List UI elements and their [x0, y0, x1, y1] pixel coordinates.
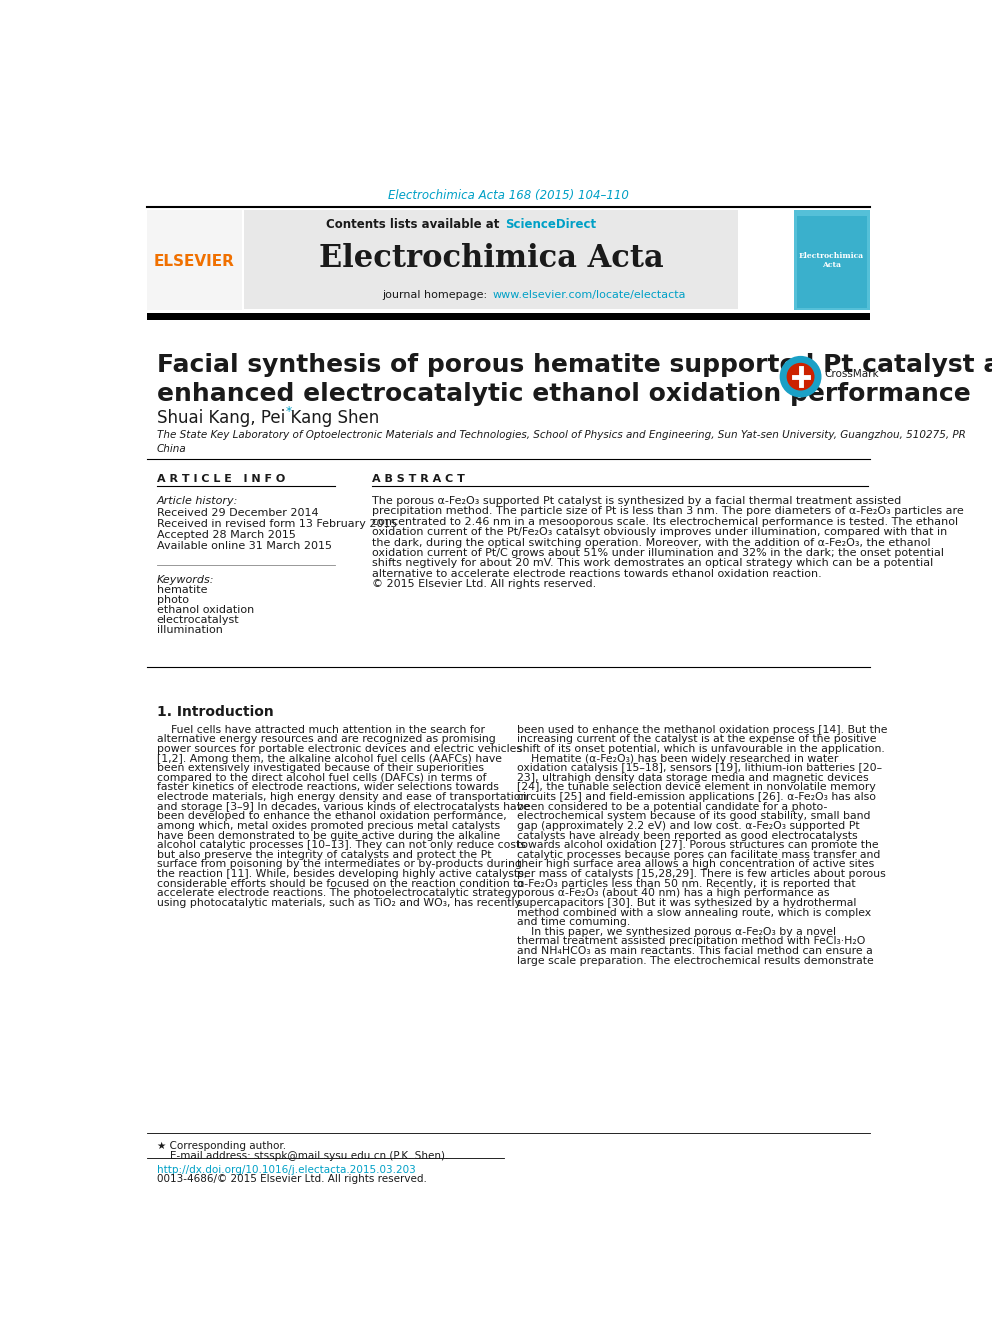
- Text: © 2015 Elsevier Ltd. All rights reserved.: © 2015 Elsevier Ltd. All rights reserved…: [372, 579, 596, 589]
- Text: E-mail address: stsspk@mail.sysu.edu.cn (P.K. Shen).: E-mail address: stsspk@mail.sysu.edu.cn …: [157, 1151, 448, 1160]
- Text: supercapacitors [30]. But it was sythesized by a hydrothermal: supercapacitors [30]. But it was sythesi…: [517, 898, 856, 908]
- Text: ★ Corresponding author.: ★ Corresponding author.: [157, 1140, 286, 1151]
- Text: been extensively investigated because of their superiorities: been extensively investigated because of…: [157, 763, 483, 773]
- Text: The porous α-Fe₂O₃ supported Pt catalyst is synthesized by a facial thermal trea: The porous α-Fe₂O₃ supported Pt catalyst…: [372, 496, 902, 505]
- Text: 0013-4686/© 2015 Elsevier Ltd. All rights reserved.: 0013-4686/© 2015 Elsevier Ltd. All right…: [157, 1174, 427, 1184]
- Text: 23], ultrahigh density data storage media and magnetic devices: 23], ultrahigh density data storage medi…: [517, 773, 869, 783]
- Text: Hematite (α-Fe₂O₃) has been widely researched in water: Hematite (α-Fe₂O₃) has been widely resea…: [517, 754, 838, 763]
- Text: accelerate electrode reactions. The photoelectrocatalytic strategy: accelerate electrode reactions. The phot…: [157, 888, 517, 898]
- Text: oxidation catalysis [15–18], sensors [19], lithium-ion batteries [20–: oxidation catalysis [15–18], sensors [19…: [517, 763, 882, 773]
- Text: alternative to accelerate electrode reactions towards ethanol oxidation reaction: alternative to accelerate electrode reac…: [372, 569, 821, 578]
- Text: Fuel cells have attracted much attention in the search for: Fuel cells have attracted much attention…: [157, 725, 484, 734]
- Text: α-Fe₂O₃ particles less than 50 nm. Recently, it is reported that: α-Fe₂O₃ particles less than 50 nm. Recen…: [517, 878, 855, 889]
- Text: Accepted 28 March 2015: Accepted 28 March 2015: [157, 531, 296, 540]
- Text: oxidation current of the Pt/Fe₂O₃ catalsyt obviously improves under illumination: oxidation current of the Pt/Fe₂O₃ catals…: [372, 527, 947, 537]
- Text: concentrated to 2.46 nm in a mesooporous scale. Its electrochemical performance : concentrated to 2.46 nm in a mesooporous…: [372, 517, 958, 527]
- Text: increasing current of the catalyst is at the expense of the positive: increasing current of the catalyst is at…: [517, 734, 876, 745]
- Text: A B S T R A C T: A B S T R A C T: [372, 475, 465, 484]
- Text: power sources for portable electronic devices and electric vehicles: power sources for portable electronic de…: [157, 744, 522, 754]
- Text: http://dx.doi.org/10.1016/j.electacta.2015.03.203: http://dx.doi.org/10.1016/j.electacta.20…: [157, 1166, 416, 1175]
- Text: precipitation method. The particle size of Pt is less than 3 nm. The pore diamet: precipitation method. The particle size …: [372, 507, 964, 516]
- Text: circuits [25] and field-emission applications [26]. α-Fe₂O₃ has also: circuits [25] and field-emission applica…: [517, 792, 876, 802]
- Text: considerable efforts should be focused on the reaction condition to: considerable efforts should be focused o…: [157, 878, 524, 889]
- Text: shift of its onset potential, which is unfavourable in the application.: shift of its onset potential, which is u…: [517, 744, 885, 754]
- Text: Available online 31 March 2015: Available online 31 March 2015: [157, 541, 331, 550]
- Text: *: *: [286, 405, 293, 418]
- Text: photo: photo: [157, 595, 188, 606]
- Text: oxidation current of Pt/C grows about 51% under illumination and 32% in the dark: oxidation current of Pt/C grows about 51…: [372, 548, 944, 558]
- Circle shape: [780, 356, 821, 397]
- Text: shifts negtively for about 20 mV. This work demostrates an optical strategy whic: shifts negtively for about 20 mV. This w…: [372, 558, 933, 569]
- Text: and storage [3–9] In decades, various kinds of electrocatalysts have: and storage [3–9] In decades, various ki…: [157, 802, 530, 812]
- Text: towards alcohol oxidation [27]. Porous structures can promote the: towards alcohol oxidation [27]. Porous s…: [517, 840, 879, 851]
- Circle shape: [787, 363, 814, 390]
- Text: surface from poisoning by the intermediates or by-products during: surface from poisoning by the intermedia…: [157, 860, 522, 869]
- Text: been developed to enhance the ethanol oxidation performance,: been developed to enhance the ethanol ox…: [157, 811, 506, 822]
- Text: their high surface area allows a high concentration of active sites: their high surface area allows a high co…: [517, 860, 874, 869]
- Text: Facial synthesis of porous hematite supported Pt catalyst and its photo
enhanced: Facial synthesis of porous hematite supp…: [157, 353, 992, 406]
- Text: Received 29 December 2014: Received 29 December 2014: [157, 508, 318, 519]
- Text: ethanol oxidation: ethanol oxidation: [157, 606, 254, 615]
- Text: Contents lists available at: Contents lists available at: [326, 218, 504, 230]
- Text: per mass of catalysts [15,28,29]. There is few articles about porous: per mass of catalysts [15,28,29]. There …: [517, 869, 886, 878]
- Text: gap (approximately 2.2 eV) and low cost. α-Fe₂O₃ supported Pt: gap (approximately 2.2 eV) and low cost.…: [517, 822, 859, 831]
- Text: been considered to be a potential candidate for a photo-: been considered to be a potential candid…: [517, 802, 827, 812]
- Text: the dark, during the optical switching operation. Moreover, with the addition of: the dark, during the optical switching o…: [372, 537, 930, 548]
- Text: among which, metal oxides promoted precious metal catalysts: among which, metal oxides promoted preci…: [157, 822, 500, 831]
- Text: have been demonstrated to be quite active during the alkaline: have been demonstrated to be quite activ…: [157, 831, 500, 840]
- Text: electrochemical system because of its good stability, small band: electrochemical system because of its go…: [517, 811, 870, 822]
- Text: porous α-Fe₂O₃ (about 40 nm) has a high performance as: porous α-Fe₂O₃ (about 40 nm) has a high …: [517, 888, 829, 898]
- Text: compared to the direct alcohol fuel cells (DAFCs) in terms of: compared to the direct alcohol fuel cell…: [157, 773, 486, 783]
- Text: catalytic processes because pores can facilitate mass transfer and: catalytic processes because pores can fa…: [517, 849, 880, 860]
- Text: A R T I C L E   I N F O: A R T I C L E I N F O: [157, 475, 285, 484]
- Bar: [244, 210, 738, 308]
- Text: thermal treatment assisted precipitation method with FeCl₃·H₂O: thermal treatment assisted precipitation…: [517, 937, 865, 946]
- Text: electrode materials, high energy density and ease of transportation: electrode materials, high energy density…: [157, 792, 527, 802]
- Text: Shuai Kang, Pei Kang Shen: Shuai Kang, Pei Kang Shen: [157, 409, 379, 427]
- Text: electrocatalyst: electrocatalyst: [157, 615, 239, 626]
- Text: Electrochimica Acta 168 (2015) 104–110: Electrochimica Acta 168 (2015) 104–110: [388, 189, 629, 202]
- Text: Electrochimica Acta: Electrochimica Acta: [319, 243, 664, 274]
- Text: Article history:: Article history:: [157, 496, 238, 505]
- Text: Keywords:: Keywords:: [157, 574, 214, 585]
- Text: ELSEVIER: ELSEVIER: [154, 254, 235, 269]
- Text: using photocatalytic materials, such as TiO₂ and WO₃, has recently: using photocatalytic materials, such as …: [157, 898, 521, 908]
- Text: Electrochimica
Acta: Electrochimica Acta: [799, 251, 864, 270]
- Text: In this paper, we synthesized porous α-Fe₂O₃ by a novel: In this paper, we synthesized porous α-F…: [517, 927, 836, 937]
- Bar: [797, 216, 867, 308]
- Text: alternative energy resources and are recognized as promising: alternative energy resources and are rec…: [157, 734, 495, 745]
- Text: method combined with a slow annealing route, which is complex: method combined with a slow annealing ro…: [517, 908, 871, 918]
- Text: been used to enhance the methanol oxidation process [14]. But the: been used to enhance the methanol oxidat…: [517, 725, 888, 734]
- Text: but also preserve the integrity of catalysts and protect the Pt: but also preserve the integrity of catal…: [157, 849, 491, 860]
- Text: faster kinetics of electrode reactions, wider selections towards: faster kinetics of electrode reactions, …: [157, 782, 498, 792]
- Text: and NH₄HCO₃ as main reactants. This facial method can ensure a: and NH₄HCO₃ as main reactants. This faci…: [517, 946, 873, 957]
- Text: and time comuming.: and time comuming.: [517, 917, 630, 927]
- Bar: [795, 210, 870, 311]
- Text: [24], the tunable selection device element in nonvolatile memory: [24], the tunable selection device eleme…: [517, 782, 876, 792]
- Text: journal homepage:: journal homepage:: [383, 290, 491, 300]
- Text: Received in revised form 13 February 2015: Received in revised form 13 February 201…: [157, 519, 397, 529]
- Bar: [147, 210, 242, 311]
- Text: The State Key Laboratory of Optoelectronic Materials and Technologies, School of: The State Key Laboratory of Optoelectron…: [157, 430, 965, 454]
- Text: large scale preparation. The electrochemical results demonstrate: large scale preparation. The electrochem…: [517, 955, 874, 966]
- Text: CrossMark: CrossMark: [824, 369, 879, 380]
- Text: hematite: hematite: [157, 585, 207, 595]
- Text: [1,2]. Among them, the alkaline alcohol fuel cells (AAFCs) have: [1,2]. Among them, the alkaline alcohol …: [157, 754, 502, 763]
- Text: ScienceDirect: ScienceDirect: [505, 218, 596, 230]
- Text: catalysts have already been reported as good electrocatalysts: catalysts have already been reported as …: [517, 831, 857, 840]
- Text: 1. Introduction: 1. Introduction: [157, 705, 274, 720]
- Bar: [147, 312, 870, 320]
- Text: illumination: illumination: [157, 626, 222, 635]
- Text: www.elsevier.com/locate/electacta: www.elsevier.com/locate/electacta: [493, 290, 686, 300]
- Text: the reaction [11]. While, besides developing highly active catalysts,: the reaction [11]. While, besides develo…: [157, 869, 527, 878]
- Text: alcohol catalytic processes [10–13]. They can not only reduce costs: alcohol catalytic processes [10–13]. The…: [157, 840, 526, 851]
